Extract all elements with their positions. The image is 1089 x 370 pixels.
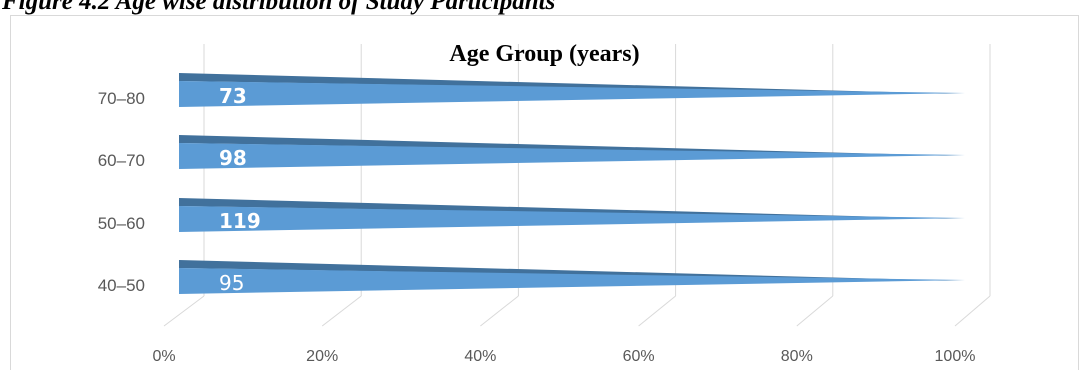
floor-gridline xyxy=(321,295,362,327)
bar-top-face xyxy=(179,198,965,219)
x-tick-label: 40% xyxy=(464,348,496,365)
bar-top-face xyxy=(179,260,965,281)
floor-gridline xyxy=(638,295,676,327)
bar xyxy=(179,81,965,107)
figure-caption: Figure 4.2 Age wise distribution of Stud… xyxy=(2,0,556,15)
y-category-label: 60–70 xyxy=(98,151,145,170)
x-tick-label: 20% xyxy=(306,348,338,365)
data-label: 119 xyxy=(219,209,261,233)
chart-frame xyxy=(10,15,1079,370)
data-label: 98 xyxy=(219,146,247,170)
x-tick-label: 60% xyxy=(623,348,655,365)
gridlines: 0% 20% 40% 60% 80% 100% xyxy=(152,44,991,365)
x-tick-label: 0% xyxy=(152,348,175,365)
bar-top-face xyxy=(179,135,965,156)
x-tick-label: 100% xyxy=(935,348,976,365)
bars: 40–50 95 50–60 119 60–70 98 70–80 73 xyxy=(98,73,965,295)
data-label: 73 xyxy=(219,84,247,108)
floor-gridline xyxy=(954,295,991,327)
x-tick-label: 80% xyxy=(781,348,813,365)
floor-gridline xyxy=(480,295,519,327)
data-label: 95 xyxy=(219,271,244,295)
y-category-label: 70–80 xyxy=(98,89,145,108)
chart-title: Age Group (years) xyxy=(449,41,640,67)
y-category-label: 50–60 xyxy=(98,214,145,233)
bar xyxy=(179,268,965,294)
floor-gridline xyxy=(796,295,834,327)
floor-gridline xyxy=(163,295,205,327)
bar xyxy=(179,206,965,232)
y-category-label: 40–50 xyxy=(98,276,145,295)
bar-top-face xyxy=(179,73,965,94)
bar xyxy=(179,143,965,169)
